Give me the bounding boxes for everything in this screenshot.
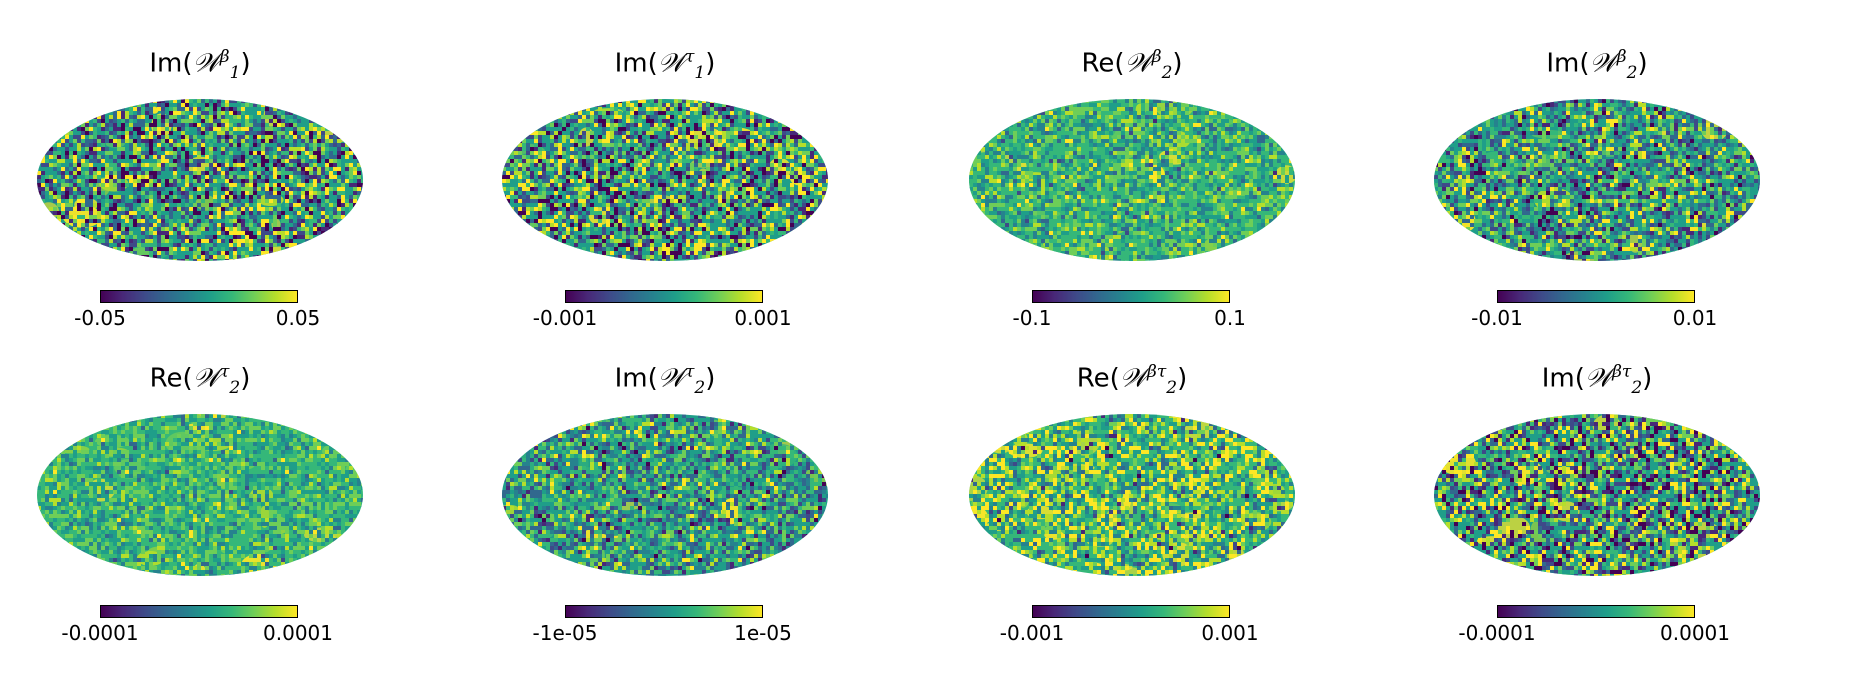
colorbar-max-label: 0.001 [1201, 621, 1259, 645]
map-panel: Re(𝒲τ2) -0.0001 0.0001 [0, 355, 400, 655]
colorbar-min-label: -0.0001 [61, 621, 139, 645]
map-panel: Im(𝒲β1) -0.05 0.05 [0, 40, 400, 340]
mollweide-map [37, 99, 363, 261]
colorbar-max-label: 0.001 [734, 306, 792, 330]
colorbar-min-label: -0.01 [1471, 306, 1523, 330]
colorbar [1497, 605, 1695, 618]
colorbar [565, 290, 763, 303]
colorbar-min-label: -0.05 [74, 306, 126, 330]
colorbar [100, 290, 298, 303]
mollweide-map [1434, 99, 1760, 261]
map-panel: Re(𝒲βτ2) -0.001 0.001 [932, 355, 1332, 655]
colorbar-max-label: 0.0001 [1660, 621, 1730, 645]
colorbar [565, 605, 763, 618]
map-panel: Im(𝒲τ1) -0.001 0.001 [465, 40, 865, 340]
map-panel: Im(𝒲βτ2) -0.0001 0.0001 [1397, 355, 1797, 655]
panel-title: Re(𝒲τ2) [149, 362, 251, 398]
panel-title: Im(𝒲β1) [149, 47, 251, 83]
colorbar [1032, 290, 1230, 303]
map-panel: Im(𝒲τ2) -1e-05 1e-05 [465, 355, 865, 655]
colorbar-max-label: 1e-05 [734, 621, 792, 645]
colorbar-max-label: 0.05 [275, 306, 321, 330]
mollweide-map [502, 99, 828, 261]
colorbar-min-label: -0.001 [999, 621, 1065, 645]
panel-title: Im(𝒲τ1) [614, 47, 716, 83]
panel-title: Re(𝒲β2) [1081, 47, 1183, 83]
colorbar-max-label: 0.01 [1672, 306, 1718, 330]
colorbar-max-label: 0.1 [1214, 306, 1246, 330]
colorbar [1032, 605, 1230, 618]
map-panel: Im(𝒲β2) -0.01 0.01 [1397, 40, 1797, 340]
colorbar-min-label: -1e-05 [532, 621, 598, 645]
colorbar-min-label: -0.1 [1012, 306, 1052, 330]
colorbar [1497, 290, 1695, 303]
colorbar-min-label: -0.0001 [1458, 621, 1536, 645]
colorbar-min-label: -0.001 [532, 306, 598, 330]
panel-title: Re(𝒲βτ2) [1076, 362, 1188, 398]
map-panel: Re(𝒲β2) -0.1 0.1 [932, 40, 1332, 340]
panel-title: Im(𝒲β2) [1546, 47, 1648, 83]
mollweide-map [502, 414, 828, 576]
mollweide-map [969, 414, 1295, 576]
mollweide-map [969, 99, 1295, 261]
colorbar [100, 605, 298, 618]
mollweide-map [1434, 414, 1760, 576]
colorbar-max-label: 0.0001 [263, 621, 333, 645]
panel-title: Im(𝒲βτ2) [1541, 362, 1653, 398]
panel-title: Im(𝒲τ2) [614, 362, 716, 398]
mollweide-map [37, 414, 363, 576]
